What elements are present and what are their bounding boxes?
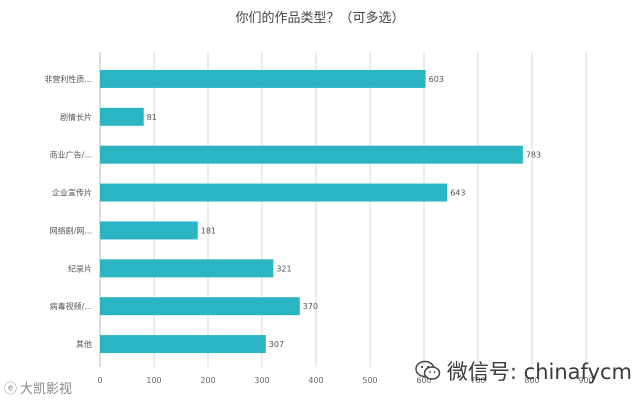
bar	[100, 297, 300, 316]
x-tick-label: 300	[254, 376, 269, 385]
category-label: 剧情长片	[60, 112, 92, 122]
bars	[100, 69, 523, 354]
value-label: 81	[147, 113, 157, 122]
bar	[100, 335, 266, 354]
value-label: 181	[201, 226, 216, 235]
value-label: 783	[526, 151, 541, 160]
x-tick-label: 500	[362, 376, 377, 385]
value-labels: 603 81 783 643 181 321 370 307	[147, 75, 541, 349]
wechat-id-text: 微信号: chinafycm	[446, 360, 632, 384]
category-label: 非营利性质...	[44, 74, 92, 84]
x-tick-label: 400	[308, 376, 323, 385]
bar	[100, 69, 426, 88]
bar	[100, 107, 144, 126]
category-label: 病毒视频/...	[50, 301, 92, 311]
x-tick-label: 900	[578, 376, 593, 385]
bar	[100, 183, 448, 202]
weibo-icon: ⓔ	[4, 382, 18, 397]
chart-title: 你们的作品类型？（可多选）	[235, 10, 404, 26]
x-tick-label: 700	[470, 376, 485, 385]
category-label: 其他	[76, 339, 92, 349]
category-label: 网络剧/网...	[50, 225, 92, 235]
category-label: 纪录片	[68, 263, 92, 273]
category-label: 企业宣传片	[52, 188, 92, 198]
value-label: 321	[276, 264, 291, 273]
wechat-icon	[415, 360, 441, 380]
x-tick-label: 200	[200, 376, 215, 385]
x-tick-label: 100	[146, 376, 161, 385]
x-tick-labels: 0 100 200 300 400 500 600 700 800 900	[97, 376, 593, 385]
wechat-watermark: 微信号: chinafycm	[415, 356, 632, 386]
value-label: 643	[450, 189, 465, 198]
weibo-watermark: ⓔ 大凯影视	[4, 378, 72, 397]
bar	[100, 259, 274, 278]
value-label: 307	[269, 340, 284, 349]
x-tick-label: 0	[97, 376, 102, 385]
value-label: 603	[429, 75, 444, 84]
x-tick-label: 600	[416, 376, 431, 385]
bar	[100, 145, 523, 164]
x-tick-label: 800	[524, 376, 539, 385]
value-label: 370	[303, 302, 318, 311]
bar	[100, 221, 198, 240]
weibo-name-text: 大凯影视	[20, 382, 73, 397]
category-label: 商业广告/...	[50, 150, 92, 160]
gridlines	[99, 52, 587, 367]
